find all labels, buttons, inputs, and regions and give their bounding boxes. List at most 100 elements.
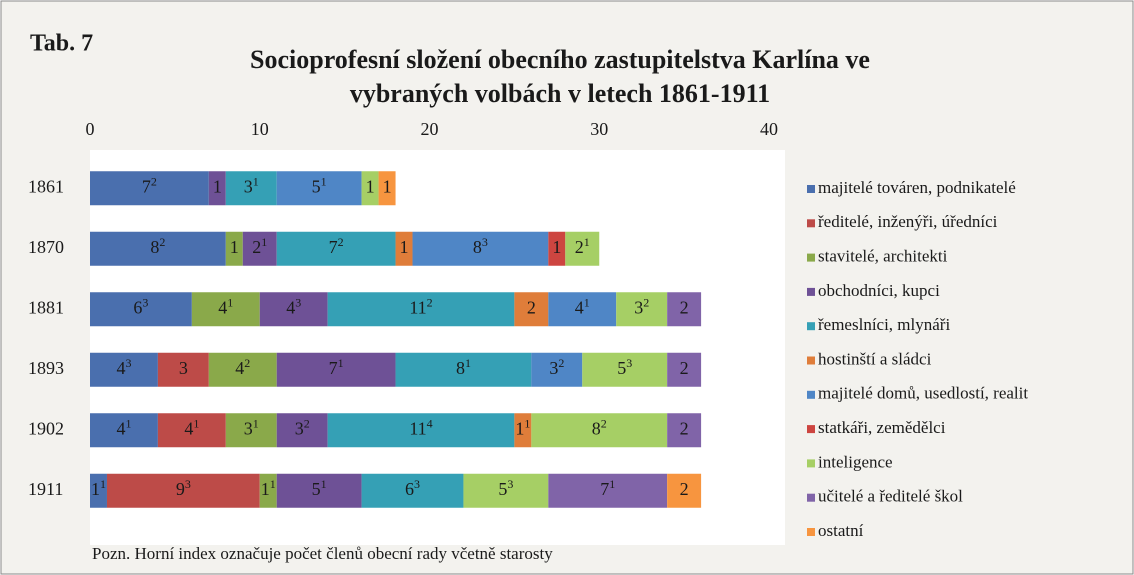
bar-segment bbox=[259, 473, 277, 508]
bar-segment bbox=[90, 231, 226, 266]
data-label: 82 bbox=[592, 416, 607, 438]
legend-swatch bbox=[807, 390, 815, 399]
legend-swatch bbox=[807, 459, 815, 468]
bar-segment bbox=[565, 231, 600, 266]
data-label-superscript: 2 bbox=[558, 356, 564, 370]
bar-segment bbox=[157, 413, 226, 448]
data-label-value: 8 bbox=[456, 358, 465, 378]
data-label-value: 1 bbox=[261, 479, 270, 499]
data-label: 32 bbox=[549, 356, 564, 378]
bar-segment bbox=[361, 473, 464, 508]
data-label-value: 8 bbox=[473, 237, 482, 257]
bar-segment bbox=[208, 171, 226, 206]
data-label-value: 1 bbox=[383, 176, 392, 196]
data-label: 31 bbox=[244, 174, 259, 196]
legend-label: učitelé a ředitelé škol bbox=[818, 487, 963, 506]
data-label: 2 bbox=[680, 297, 689, 317]
y-tick-label: 1870 bbox=[28, 237, 64, 257]
bar-segment bbox=[225, 231, 243, 266]
x-tick-label: 30 bbox=[590, 119, 608, 139]
data-label: 71 bbox=[600, 477, 615, 499]
legend-label: majitelé továren, podnikatelé bbox=[818, 178, 1016, 197]
legend-swatch bbox=[807, 322, 815, 331]
data-label-value: 4 bbox=[575, 297, 584, 317]
data-label: 1 bbox=[400, 237, 409, 257]
data-label: 42 bbox=[235, 356, 250, 378]
bar-segment bbox=[90, 473, 107, 508]
bar-segment bbox=[276, 171, 362, 206]
data-label-superscript: 1 bbox=[465, 356, 471, 370]
bar-segment bbox=[208, 352, 277, 387]
bar-segment bbox=[463, 473, 549, 508]
bar-segment bbox=[412, 231, 549, 266]
x-tick-label: 10 bbox=[251, 119, 269, 139]
data-label-value: 3 bbox=[634, 297, 643, 317]
note: Pozn. Horní index označuje počet členů o… bbox=[92, 544, 553, 563]
data-label-value: 1 bbox=[400, 237, 409, 257]
data-label-superscript: 3 bbox=[626, 356, 632, 370]
bar-segment bbox=[514, 292, 549, 327]
data-label-value: 6 bbox=[405, 479, 414, 499]
bar-segment bbox=[242, 231, 277, 266]
data-label-superscript: 2 bbox=[601, 416, 607, 430]
data-label-superscript: 3 bbox=[414, 477, 420, 491]
data-label-superscript: 1 bbox=[321, 477, 327, 491]
bar-segment bbox=[378, 171, 396, 206]
data-label-value: 4 bbox=[116, 358, 125, 378]
data-label-superscript: 1 bbox=[261, 235, 267, 249]
data-label: 3 bbox=[179, 358, 188, 378]
y-tick-label: 1893 bbox=[28, 358, 64, 378]
bar-segment bbox=[259, 292, 328, 327]
data-label-value: 5 bbox=[617, 358, 626, 378]
data-label: 41 bbox=[575, 295, 590, 317]
data-label-superscript: 1 bbox=[125, 416, 131, 430]
bar-segment bbox=[531, 352, 583, 387]
x-tick-label: 40 bbox=[760, 119, 778, 139]
table-label: Tab. 7 bbox=[30, 31, 93, 57]
bar-segment bbox=[276, 352, 396, 387]
data-label-value: 5 bbox=[312, 176, 321, 196]
data-label-value: 2 bbox=[252, 237, 261, 257]
data-label: 2 bbox=[680, 479, 689, 499]
data-label-superscript: 2 bbox=[338, 235, 344, 249]
legend-swatch bbox=[807, 253, 815, 262]
bar-segment bbox=[90, 413, 158, 448]
data-label-value: 2 bbox=[680, 479, 689, 499]
data-label: 1 bbox=[552, 237, 561, 257]
data-label-superscript: 3 bbox=[507, 477, 513, 491]
data-label-superscript: 2 bbox=[643, 295, 649, 309]
data-label-superscript: 1 bbox=[193, 416, 199, 430]
data-label-value: 3 bbox=[179, 358, 188, 378]
bar-segment bbox=[106, 473, 260, 508]
data-label-value: 4 bbox=[286, 297, 295, 317]
y-tick-label: 1902 bbox=[28, 418, 64, 438]
data-label-value: 2 bbox=[680, 418, 689, 438]
bar-segment bbox=[667, 413, 702, 448]
data-label-value: 2 bbox=[680, 297, 689, 317]
data-label: 83 bbox=[473, 235, 488, 257]
data-label-value: 8 bbox=[592, 418, 601, 438]
data-label: 43 bbox=[116, 356, 131, 378]
bar-segment bbox=[327, 292, 515, 327]
bar-segment bbox=[667, 292, 702, 327]
bar-segment bbox=[395, 231, 413, 266]
bar-segment bbox=[191, 292, 260, 327]
data-label: 11 bbox=[515, 416, 530, 438]
data-label-superscript: 1 bbox=[253, 416, 259, 430]
data-label: 21 bbox=[252, 235, 267, 257]
legend-label: obchodníci, kupci bbox=[818, 281, 940, 300]
chart-title: vybraných volbách v letech 1861-1911 bbox=[350, 79, 770, 108]
data-label-superscript: 1 bbox=[270, 477, 276, 491]
bar-segment bbox=[327, 413, 515, 448]
data-label: 1 bbox=[366, 176, 375, 196]
data-label-superscript: 1 bbox=[100, 477, 106, 491]
data-label: 72 bbox=[329, 235, 344, 257]
data-label: 81 bbox=[456, 356, 471, 378]
bar-segment bbox=[667, 473, 702, 508]
bar-segment bbox=[616, 292, 668, 327]
legend-swatch bbox=[807, 356, 815, 365]
data-label-value: 2 bbox=[575, 237, 584, 257]
data-label: 41 bbox=[218, 295, 233, 317]
data-label-value: 3 bbox=[244, 418, 253, 438]
